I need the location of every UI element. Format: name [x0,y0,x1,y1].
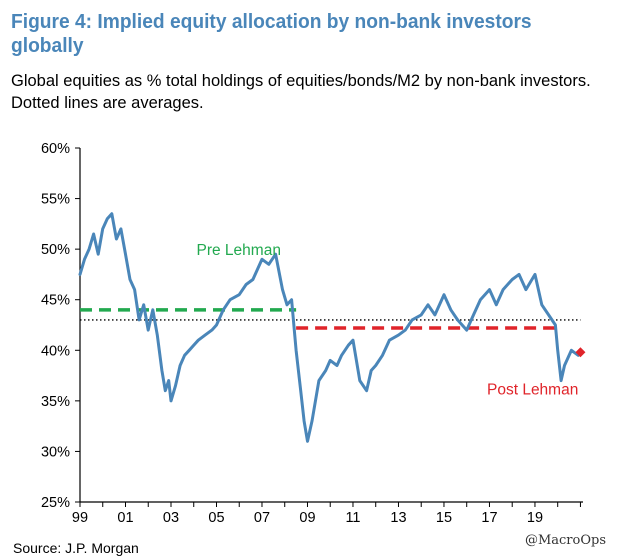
watermark: @MacroOps [520,531,610,550]
x-tick-label: 19 [527,510,543,526]
x-tick-label: 07 [254,510,270,526]
axes-layer: 25% 30% 35% 40% 45% 50% 55% 60% 99 01 03 05 07 09 11 13… [41,141,583,526]
y-tick-label: 60% [41,141,70,157]
y-tick-label: 25% [41,495,70,511]
x-tick-label: 13 [390,510,406,526]
x-tick-label: 15 [436,510,452,526]
reference-lines-layer [80,308,581,330]
y-tick-label: 55% [41,192,70,208]
y-tick-label: 40% [41,343,70,359]
x-tick-label: 05 [208,510,224,526]
x-tick-label: 11 [345,510,360,526]
post-lehman-label: Post Lehman [487,382,578,399]
y-tick-label: 35% [41,394,70,410]
x-tick-label: 03 [163,510,179,526]
series-layer [78,212,586,443]
y-tick-label: 30% [41,444,70,460]
annotations-layer: Pre Lehman Post Lehman [197,242,579,399]
latest-point-marker [575,347,586,358]
chart-subtitle: Global equities as % total holdings of e… [11,72,591,112]
equity-allocation-line [78,212,580,443]
x-tick-label: 01 [117,510,133,526]
x-tick-label: 17 [481,510,497,526]
chart-title: Figure 4: Implied equity allocation by n… [11,11,532,57]
x-tick-label: 09 [299,510,315,526]
x-tick-label: 99 [72,510,88,526]
source-note: Source: J.P. Morgan [13,540,139,556]
y-tick-label: 45% [41,293,70,309]
y-tick-label: 50% [41,242,70,258]
pre-lehman-label: Pre Lehman [197,242,281,259]
